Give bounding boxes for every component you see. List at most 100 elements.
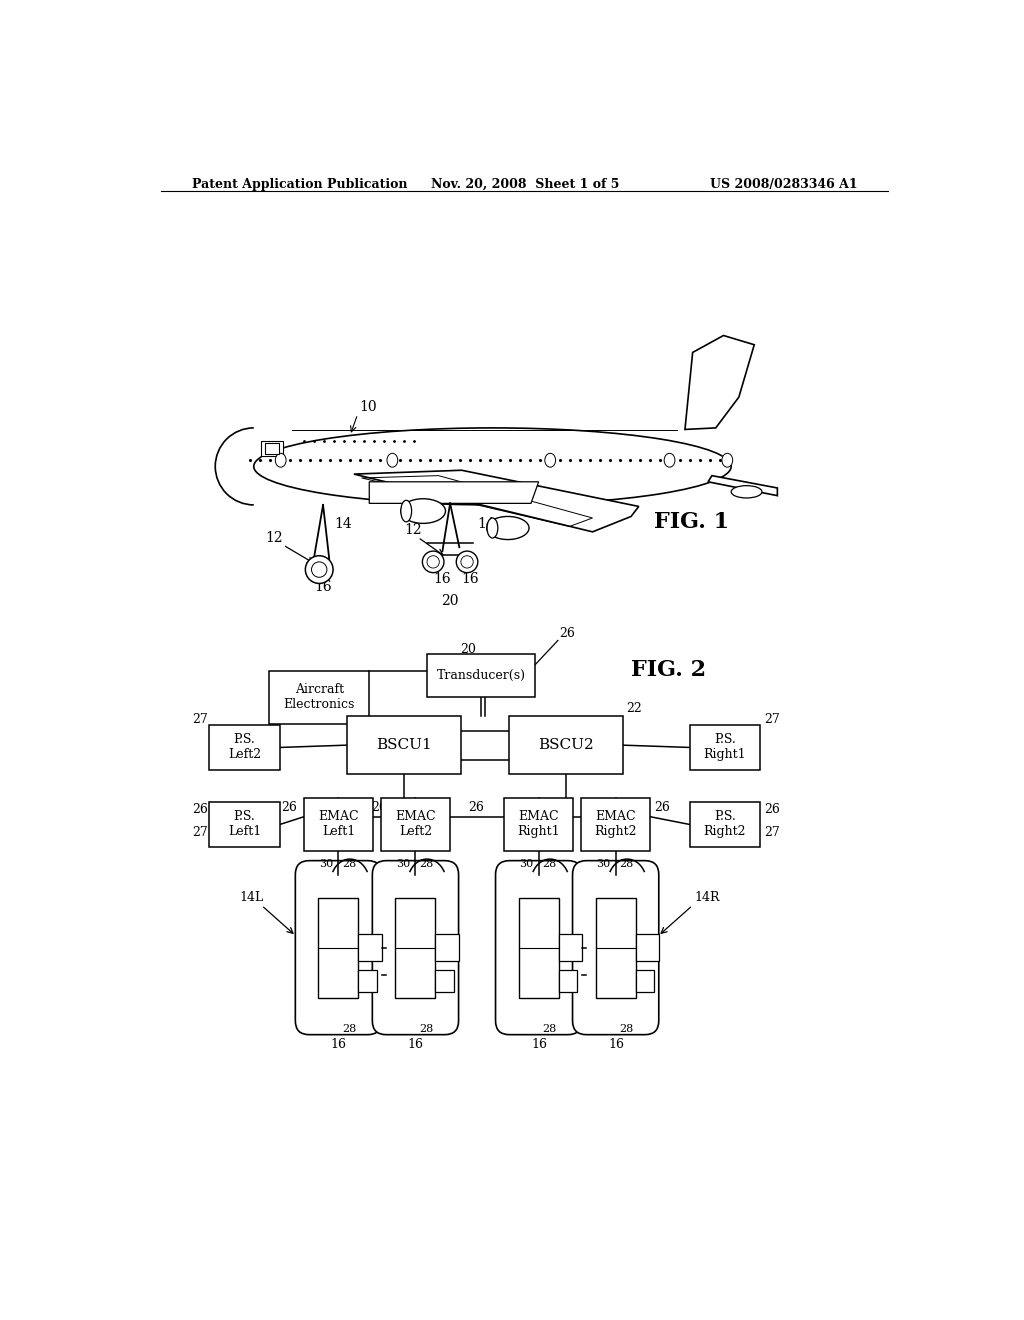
- Text: 14: 14: [334, 517, 351, 531]
- Text: 26: 26: [559, 627, 575, 640]
- Text: 30: 30: [519, 859, 534, 869]
- Text: BSCU2: BSCU2: [538, 738, 594, 752]
- Text: Aircraft
Electronics: Aircraft Electronics: [284, 684, 355, 711]
- Ellipse shape: [457, 552, 478, 573]
- Bar: [518, 898, 559, 998]
- Ellipse shape: [305, 556, 333, 583]
- Text: EMAC
Left1: EMAC Left1: [318, 810, 358, 838]
- FancyBboxPatch shape: [373, 861, 459, 1035]
- Bar: [209, 803, 280, 847]
- Text: Transducer(s): Transducer(s): [436, 669, 525, 682]
- Text: 28: 28: [342, 1024, 356, 1035]
- Text: 20: 20: [460, 643, 476, 656]
- Ellipse shape: [487, 517, 498, 539]
- Bar: [636, 970, 654, 991]
- Text: 28: 28: [419, 859, 433, 869]
- Bar: [318, 898, 358, 998]
- Bar: [209, 725, 280, 770]
- Text: P.S.
Left1: P.S. Left1: [228, 810, 261, 838]
- Bar: [636, 935, 658, 961]
- Text: EMAC
Right1: EMAC Right1: [517, 810, 560, 838]
- Text: 10: 10: [359, 400, 377, 414]
- Bar: [265, 444, 280, 454]
- Text: 27: 27: [193, 713, 208, 726]
- Text: Patent Application Publication: Patent Application Publication: [193, 178, 408, 190]
- Text: 27: 27: [764, 713, 780, 726]
- Text: Nov. 20, 2008  Sheet 1 of 5: Nov. 20, 2008 Sheet 1 of 5: [431, 178, 618, 190]
- Text: 14: 14: [477, 517, 495, 531]
- Ellipse shape: [254, 428, 731, 506]
- Text: FIG. 1: FIG. 1: [654, 511, 729, 533]
- Text: 14L: 14L: [240, 891, 264, 904]
- Ellipse shape: [486, 516, 529, 540]
- Bar: [435, 970, 454, 991]
- Text: 22: 22: [330, 702, 346, 715]
- Text: 28: 28: [543, 1024, 557, 1035]
- Ellipse shape: [387, 453, 397, 467]
- Polygon shape: [685, 335, 755, 429]
- Bar: [504, 799, 573, 850]
- Polygon shape: [370, 482, 539, 503]
- Bar: [689, 725, 761, 770]
- Text: 16: 16: [433, 573, 451, 586]
- Text: 30: 30: [596, 859, 610, 869]
- Text: 26: 26: [764, 804, 780, 816]
- Text: 28: 28: [543, 859, 557, 869]
- Text: 16: 16: [531, 1038, 547, 1051]
- Text: 26: 26: [468, 801, 483, 813]
- Bar: [381, 799, 451, 850]
- Text: 14R: 14R: [694, 891, 720, 904]
- Text: EMAC
Right2: EMAC Right2: [594, 810, 637, 838]
- Text: EMAC
Left2: EMAC Left2: [395, 810, 436, 838]
- Text: 12: 12: [265, 531, 283, 545]
- Bar: [269, 671, 370, 723]
- Text: BSCU1: BSCU1: [376, 738, 432, 752]
- Text: 26: 26: [193, 804, 208, 816]
- Text: 16: 16: [462, 573, 479, 586]
- Bar: [509, 715, 623, 775]
- Bar: [261, 441, 283, 457]
- Text: 30: 30: [396, 859, 411, 869]
- Ellipse shape: [422, 552, 444, 573]
- Text: P.S.
Left2: P.S. Left2: [228, 734, 261, 762]
- Ellipse shape: [400, 500, 412, 521]
- Text: 20: 20: [441, 594, 459, 609]
- Text: 16: 16: [313, 581, 332, 594]
- Text: 16: 16: [408, 1038, 424, 1051]
- Text: 16: 16: [608, 1038, 624, 1051]
- Bar: [435, 935, 459, 961]
- Text: 28: 28: [419, 1024, 433, 1035]
- Ellipse shape: [731, 486, 762, 498]
- FancyBboxPatch shape: [496, 861, 582, 1035]
- Bar: [358, 935, 382, 961]
- Ellipse shape: [400, 499, 445, 524]
- Bar: [358, 970, 377, 991]
- Text: P.S.
Right1: P.S. Right1: [703, 734, 746, 762]
- Bar: [581, 799, 650, 850]
- Text: 27: 27: [764, 825, 780, 838]
- Text: 26: 26: [654, 801, 670, 813]
- Bar: [559, 935, 582, 961]
- Ellipse shape: [427, 556, 439, 568]
- Bar: [347, 715, 461, 775]
- Bar: [304, 799, 373, 850]
- Bar: [427, 655, 535, 697]
- Ellipse shape: [665, 453, 675, 467]
- Bar: [559, 970, 578, 991]
- Text: P.S.
Right2: P.S. Right2: [703, 810, 746, 838]
- Bar: [596, 898, 636, 998]
- Text: 28: 28: [342, 859, 356, 869]
- Ellipse shape: [722, 453, 733, 467]
- Text: 27: 27: [193, 825, 208, 838]
- Ellipse shape: [545, 453, 556, 467]
- Ellipse shape: [275, 453, 286, 467]
- Text: 12: 12: [403, 523, 422, 537]
- Bar: [395, 898, 435, 998]
- Text: 28: 28: [620, 859, 634, 869]
- Ellipse shape: [311, 562, 327, 577]
- Polygon shape: [708, 475, 777, 496]
- Text: 16: 16: [331, 1038, 347, 1051]
- Text: 26: 26: [281, 801, 297, 813]
- Polygon shape: [354, 470, 639, 532]
- Text: FIG. 2: FIG. 2: [631, 659, 707, 681]
